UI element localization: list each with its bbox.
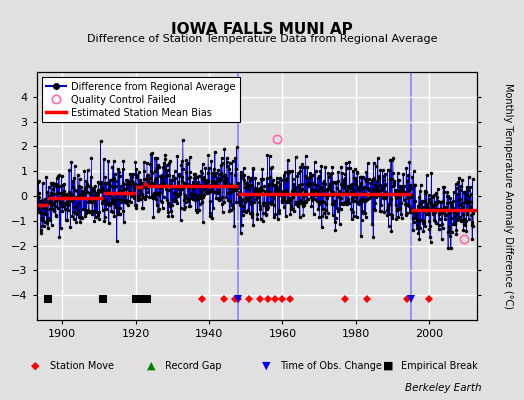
- Text: ▲: ▲: [147, 361, 155, 371]
- Text: Berkeley Earth: Berkeley Earth: [406, 383, 482, 393]
- Text: ■: ■: [383, 361, 393, 371]
- Text: Time of Obs. Change: Time of Obs. Change: [280, 361, 382, 371]
- Text: Empirical Break: Empirical Break: [401, 361, 477, 371]
- Text: Difference of Station Temperature Data from Regional Average: Difference of Station Temperature Data f…: [87, 34, 437, 44]
- Text: ◆: ◆: [31, 361, 40, 371]
- Text: IOWA FALLS MUNI AP: IOWA FALLS MUNI AP: [171, 22, 353, 37]
- Text: Record Gap: Record Gap: [165, 361, 222, 371]
- Legend: Difference from Regional Average, Quality Control Failed, Estimated Station Mean: Difference from Regional Average, Qualit…: [41, 77, 240, 122]
- Y-axis label: Monthly Temperature Anomaly Difference (°C): Monthly Temperature Anomaly Difference (…: [503, 83, 512, 309]
- Text: ▼: ▼: [262, 361, 270, 371]
- Text: Station Move: Station Move: [50, 361, 114, 371]
